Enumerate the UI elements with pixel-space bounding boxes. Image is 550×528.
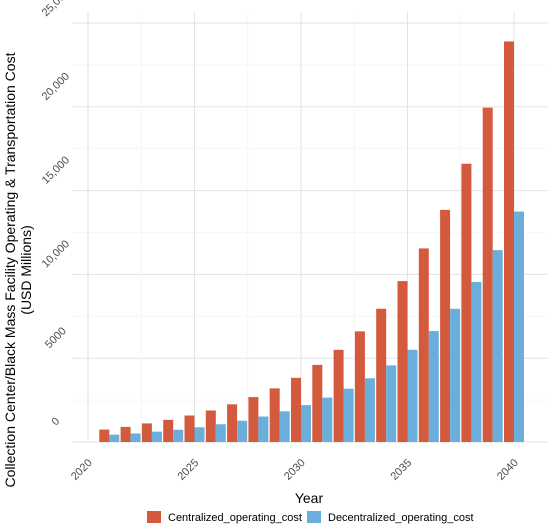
bars-group xyxy=(99,41,524,442)
bar-decentralized-2031 xyxy=(322,397,333,442)
bar-decentralized-2029 xyxy=(279,411,290,442)
x-tick-label: 2020 xyxy=(69,457,95,483)
bar-decentralized-2025 xyxy=(194,427,205,442)
x-axis-ticks: 2020 2025 2030 2035 2040 xyxy=(69,457,521,483)
bar-centralized-2036 xyxy=(418,248,429,442)
y-axis-title-line-1: Collection Center/Black Mass Facility Op… xyxy=(2,52,18,487)
bar-centralized-2039 xyxy=(482,107,493,442)
y-tick-label: 0 xyxy=(49,415,62,428)
x-tick-label: 2030 xyxy=(282,457,308,483)
bar-decentralized-2024 xyxy=(173,429,184,442)
bar-centralized-2032 xyxy=(333,349,344,442)
bar-centralized-2025 xyxy=(184,415,195,442)
bar-centralized-2034 xyxy=(376,308,387,442)
bar-centralized-2031 xyxy=(312,364,323,442)
x-tick-label: 2025 xyxy=(175,457,201,483)
legend-label-decentralized: Decentralized_operating_cost xyxy=(328,512,474,524)
bar-decentralized-2038 xyxy=(471,281,482,442)
bar-centralized-2021 xyxy=(99,429,110,442)
bar-decentralized-2027 xyxy=(237,420,248,442)
bar-centralized-2024 xyxy=(163,419,174,442)
bar-centralized-2037 xyxy=(440,209,451,442)
grid-lines xyxy=(72,12,548,443)
legend: Centralized_operating_cost Decentralized… xyxy=(147,511,474,524)
legend-swatch-centralized xyxy=(147,511,161,523)
bar-decentralized-2022 xyxy=(130,433,141,442)
bar-centralized-2040 xyxy=(504,41,514,442)
bar-decentralized-2035 xyxy=(407,349,418,442)
y-axis-ticks: 0 5000 10,000 15,000 20,000 25,000 xyxy=(40,0,72,428)
bar-decentralized-2039 xyxy=(492,250,503,442)
bar-centralized-2030 xyxy=(291,377,301,442)
bar-centralized-2029 xyxy=(269,388,280,442)
x-tick-label: 2040 xyxy=(495,457,521,483)
y-tick-label: 20,000 xyxy=(40,71,72,103)
bar-centralized-2035 xyxy=(397,281,408,442)
bar-decentralized-2033 xyxy=(364,378,375,442)
y-tick-label: 5000 xyxy=(43,325,69,351)
bar-decentralized-2040 xyxy=(514,211,524,442)
y-axis-title: Collection Center/Black Mass Facility Op… xyxy=(2,52,34,487)
bar-decentralized-2034 xyxy=(386,365,397,442)
bar-decentralized-2021 xyxy=(109,434,120,442)
y-tick-label: 15,000 xyxy=(40,154,72,186)
bar-centralized-2033 xyxy=(354,331,365,442)
bar-decentralized-2032 xyxy=(343,388,354,442)
legend-label-centralized: Centralized_operating_cost xyxy=(168,512,302,524)
y-tick-label: 10,000 xyxy=(40,238,72,270)
x-axis-title: Year xyxy=(295,490,324,506)
x-tick-label: 2035 xyxy=(388,457,414,483)
y-tick-label: 25,000 xyxy=(40,0,72,19)
bar-decentralized-2026 xyxy=(215,424,226,442)
bar-centralized-2023 xyxy=(141,423,152,442)
legend-swatch-decentralized xyxy=(307,511,321,523)
bar-decentralized-2023 xyxy=(151,431,162,442)
bar-decentralized-2030 xyxy=(301,405,311,442)
bar-centralized-2022 xyxy=(120,426,131,442)
bar-centralized-2027 xyxy=(227,404,238,442)
bar-centralized-2028 xyxy=(248,397,259,442)
bar-decentralized-2036 xyxy=(428,331,439,442)
bar-centralized-2038 xyxy=(461,163,472,442)
y-axis-title-line-2: (USD Millions) xyxy=(18,225,34,314)
bar-decentralized-2028 xyxy=(258,416,269,442)
bar-decentralized-2037 xyxy=(450,308,461,442)
bar-centralized-2026 xyxy=(205,410,216,442)
